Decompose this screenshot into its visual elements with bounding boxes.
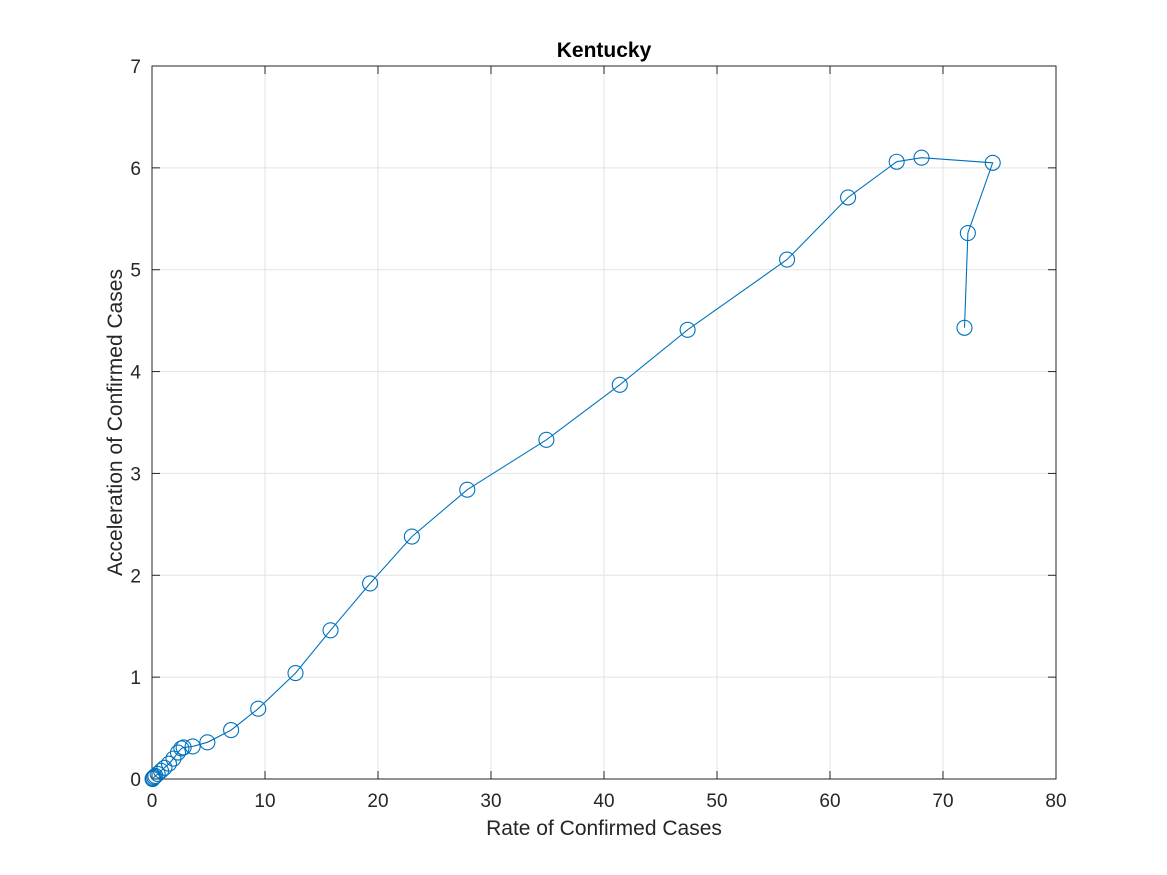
data-point (223, 722, 240, 739)
data-point (459, 481, 476, 498)
data-point (984, 154, 1001, 171)
data-point (362, 575, 379, 592)
x-tick-label: 70 (932, 791, 953, 812)
y-tick-label: 5 (130, 261, 141, 282)
y-tick-label: 7 (130, 57, 141, 78)
data-point (840, 189, 857, 206)
data-point (169, 744, 187, 761)
x-tick-label: 20 (367, 791, 388, 812)
x-tick-label: 40 (593, 791, 614, 812)
data-point (160, 755, 177, 772)
data-point (538, 431, 555, 448)
x-tick-label: 30 (480, 791, 501, 812)
data-point (779, 251, 796, 268)
data-point (146, 768, 163, 786)
y-tick-label: 3 (130, 464, 141, 485)
data-point (175, 739, 192, 756)
x-axis-label: Rate of Confirmed Cases (486, 817, 722, 840)
data-point (165, 750, 182, 767)
data-point (959, 224, 976, 242)
data-point (611, 376, 628, 393)
data-point (173, 740, 190, 757)
x-tick-label: 0 (147, 791, 158, 812)
y-tick-label: 6 (130, 159, 141, 180)
y-tick-label: 0 (130, 770, 141, 791)
data-point (156, 759, 173, 776)
y-axis-label: Acceleration of Confirmed Cases (104, 269, 127, 576)
y-tick-label: 2 (130, 566, 141, 587)
data-point (403, 528, 420, 545)
y-tick-label: 1 (130, 668, 141, 689)
data-point (287, 665, 304, 682)
data-point (913, 149, 930, 166)
chart-title: Kentucky (557, 39, 652, 62)
data-point (147, 767, 164, 784)
x-tick-label: 80 (1045, 791, 1066, 812)
axis-ticks: 0 10 20 30 40 50 60 70 80 0 1 2 3 4 5 6 7 (130, 57, 1066, 812)
data-point (184, 738, 201, 755)
data-point (888, 153, 905, 170)
data-point (322, 622, 339, 639)
data-point (149, 765, 166, 782)
x-tick-label: 10 (254, 791, 275, 812)
data-point (199, 734, 216, 751)
x-tick-label: 60 (819, 791, 840, 812)
data-point (679, 321, 696, 338)
data-point (956, 319, 973, 336)
y-tick-label: 4 (130, 363, 141, 384)
x-tick-label: 50 (706, 791, 727, 812)
data-series (144, 149, 1001, 788)
data-point (250, 700, 267, 717)
